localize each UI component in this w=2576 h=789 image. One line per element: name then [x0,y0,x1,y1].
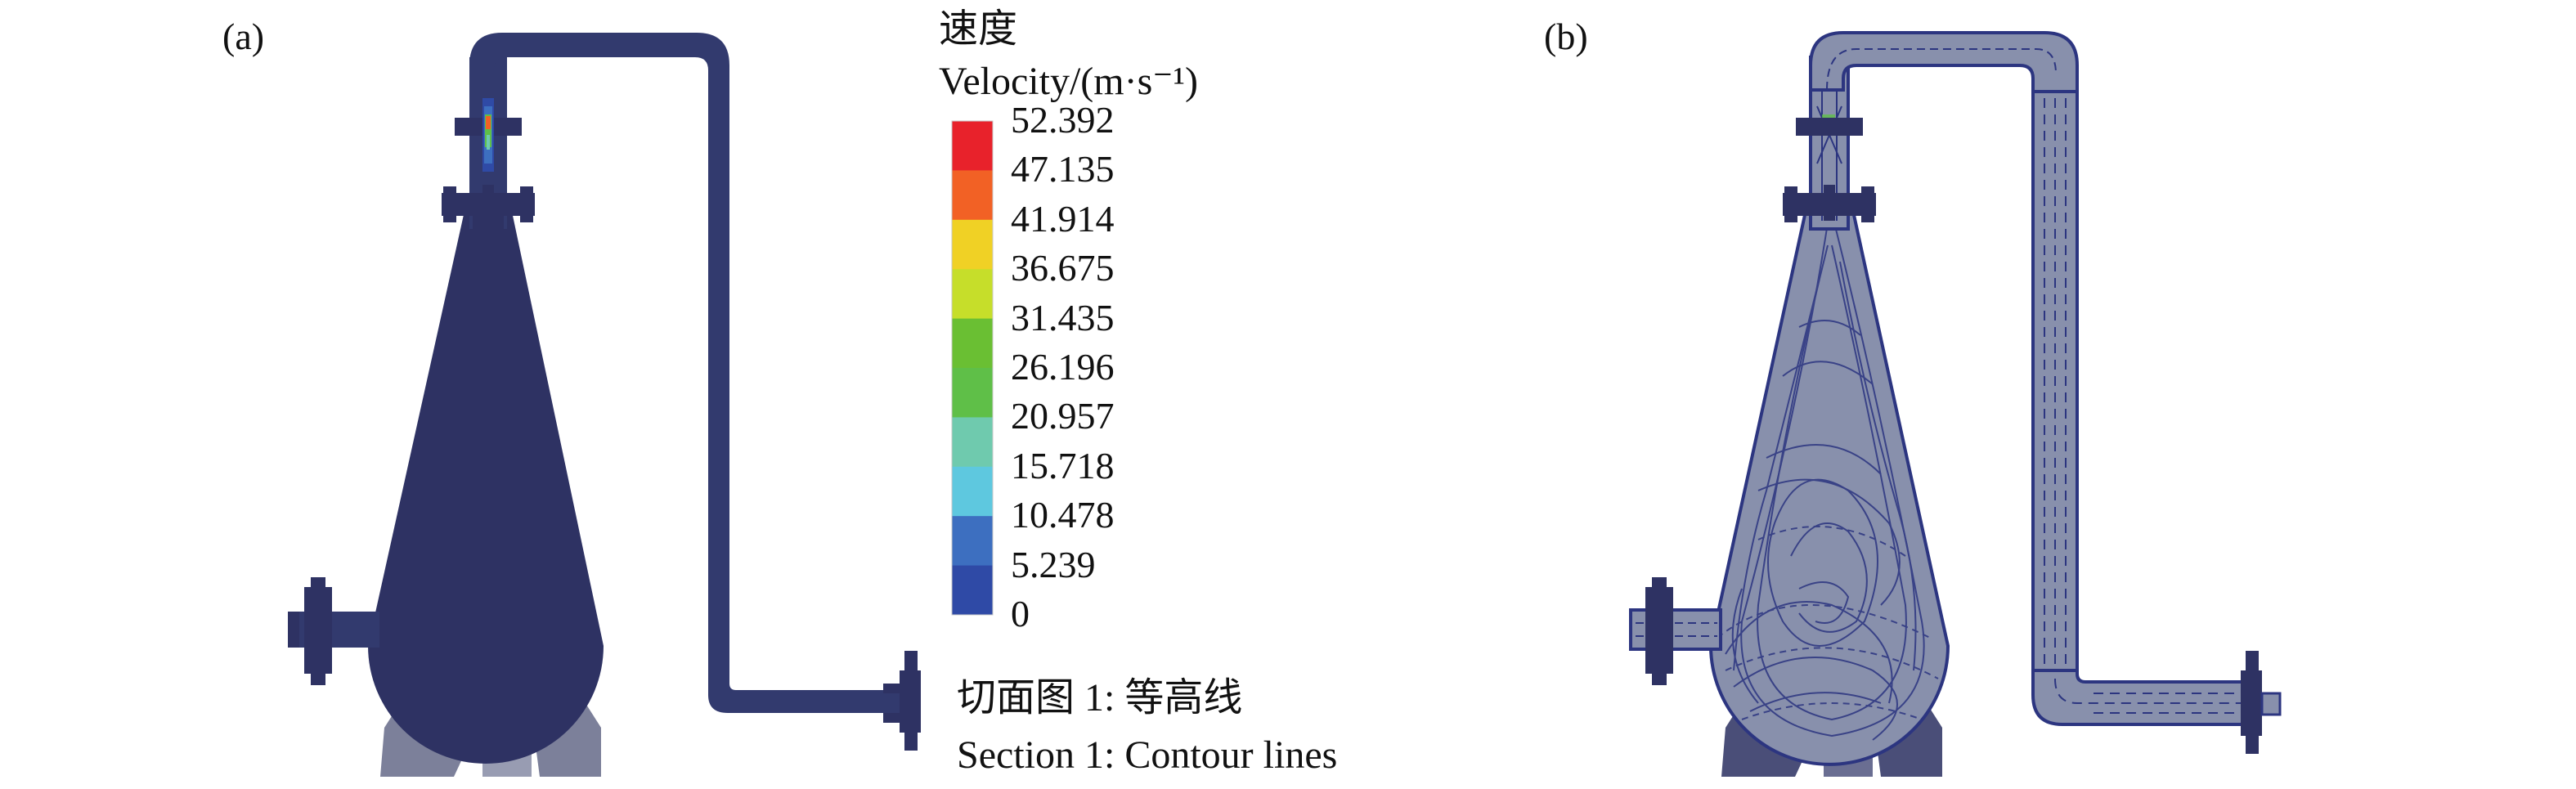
legend-swatch [952,417,993,468]
legend-value: 31.435 [1011,296,1115,338]
vessel-body-a [368,196,604,764]
legend-swatch [952,368,993,418]
legend-value: 20.957 [1011,395,1115,437]
caption-cn: 切面图 1: 等高线 [957,676,1243,720]
panel-label-b: (b) [1544,16,1588,57]
streamlines-loop-b [1826,48,2057,91]
legend-swatch [952,121,993,171]
panel-b-diagram [1629,31,2282,777]
legend-title-cn: 速度 [939,7,1018,51]
legend-value: 15.718 [1011,444,1115,486]
panel-label-a: (a) [222,16,265,57]
outlet-pipe-a [708,670,901,713]
inlet-pipe-b [1629,608,1722,651]
streamlines-downcomer-b [2044,98,2067,670]
caption-en: Section 1: Contour lines [957,733,1338,777]
legend-title-en: Velocity/(m·s⁻¹) [939,60,1198,103]
loop-pipe-a [469,33,729,92]
legend-value: 0 [1011,593,1030,634]
legend-bar-frame [951,120,994,616]
legend-swatch [952,170,993,221]
loop-pipe-b [1809,31,2079,93]
legend-swatch [952,318,993,369]
legend-value: 41.914 [1011,197,1115,240]
legend-value: 5.239 [1011,543,1096,585]
legend-value: 47.135 [1011,148,1115,191]
legend-value: 52.392 [1011,99,1115,141]
legend-value: 10.478 [1011,494,1115,536]
streamlines-vessel-b [1717,212,1939,741]
legend-color-bar [951,120,994,616]
vessel-body-b [1708,195,1950,766]
downcomer-a [708,92,729,679]
legend-swatch [952,565,993,616]
legend-swatch [952,516,993,567]
outlet-pipe-b [2031,669,2244,726]
velocity-hotspot-a [482,98,494,172]
legend-swatch [952,219,993,270]
legend-value: 36.675 [1011,247,1115,289]
legend-swatch [952,269,993,320]
streamlines-outlet-b [2054,678,2241,714]
legend-value: 26.196 [1011,346,1115,388]
panel-a-diagram [288,33,921,777]
legend-swatch [952,466,993,517]
